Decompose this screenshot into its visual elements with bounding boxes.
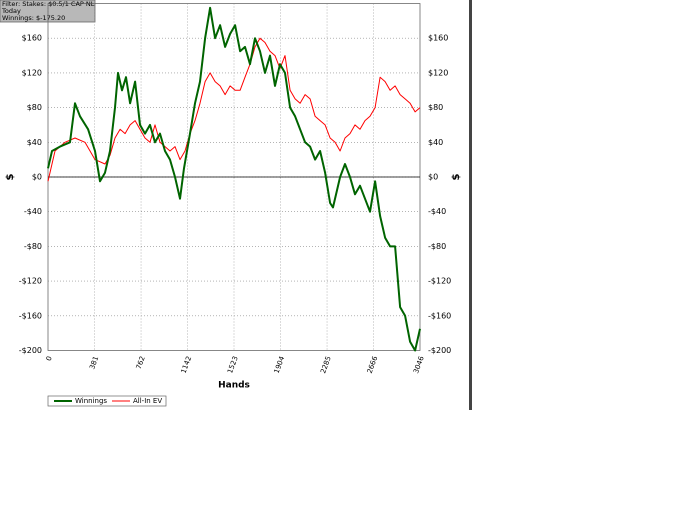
y-tick-label: $80 xyxy=(27,103,42,112)
legend-box xyxy=(47,395,167,407)
y-tick-label-right: $160 xyxy=(428,34,448,43)
y-tick-label-right: $0 xyxy=(428,173,438,182)
panel-divider xyxy=(469,0,472,410)
y-tick-label: $40 xyxy=(27,138,42,147)
y-tick-label-right: $120 xyxy=(428,68,448,77)
y-tick-label: -$80 xyxy=(24,242,42,251)
info-text: Winnings: $-175.20 xyxy=(2,14,65,22)
y-tick-label: -$160 xyxy=(19,311,42,320)
x-axis-label: Hands xyxy=(218,381,250,391)
y-tick-label: $120 xyxy=(22,68,42,77)
y-tick-label-right: -$160 xyxy=(428,311,451,320)
series-line xyxy=(47,37,421,182)
y-tick-label-right: -$200 xyxy=(428,346,451,355)
y-tick-label: $160 xyxy=(22,34,42,43)
legend-label: All-In EV xyxy=(133,397,162,405)
y-tick-label: -$200 xyxy=(19,346,42,355)
y-tick-label-right: $40 xyxy=(428,138,443,147)
y-axis-label: $ xyxy=(451,173,462,180)
series-line xyxy=(47,6,421,352)
y-tick-label-right: -$120 xyxy=(428,277,451,286)
y-tick-label-right: $80 xyxy=(428,103,443,112)
y-axis-label: $ xyxy=(5,173,16,180)
info-text: Today xyxy=(1,7,21,15)
y-tick-label: -$120 xyxy=(19,277,42,286)
y-tick-label-right: -$80 xyxy=(428,242,446,251)
legend-label: Winnings xyxy=(75,397,107,405)
y-tick-label-right: -$40 xyxy=(428,207,446,216)
y-tick-label: -$40 xyxy=(24,207,42,216)
info-box xyxy=(0,0,96,23)
x-tick-label: 0 xyxy=(45,355,54,362)
info-text: Filter: Stakes: $0.5/1 CAP NL xyxy=(2,0,95,8)
y-tick-label: $0 xyxy=(32,173,42,182)
